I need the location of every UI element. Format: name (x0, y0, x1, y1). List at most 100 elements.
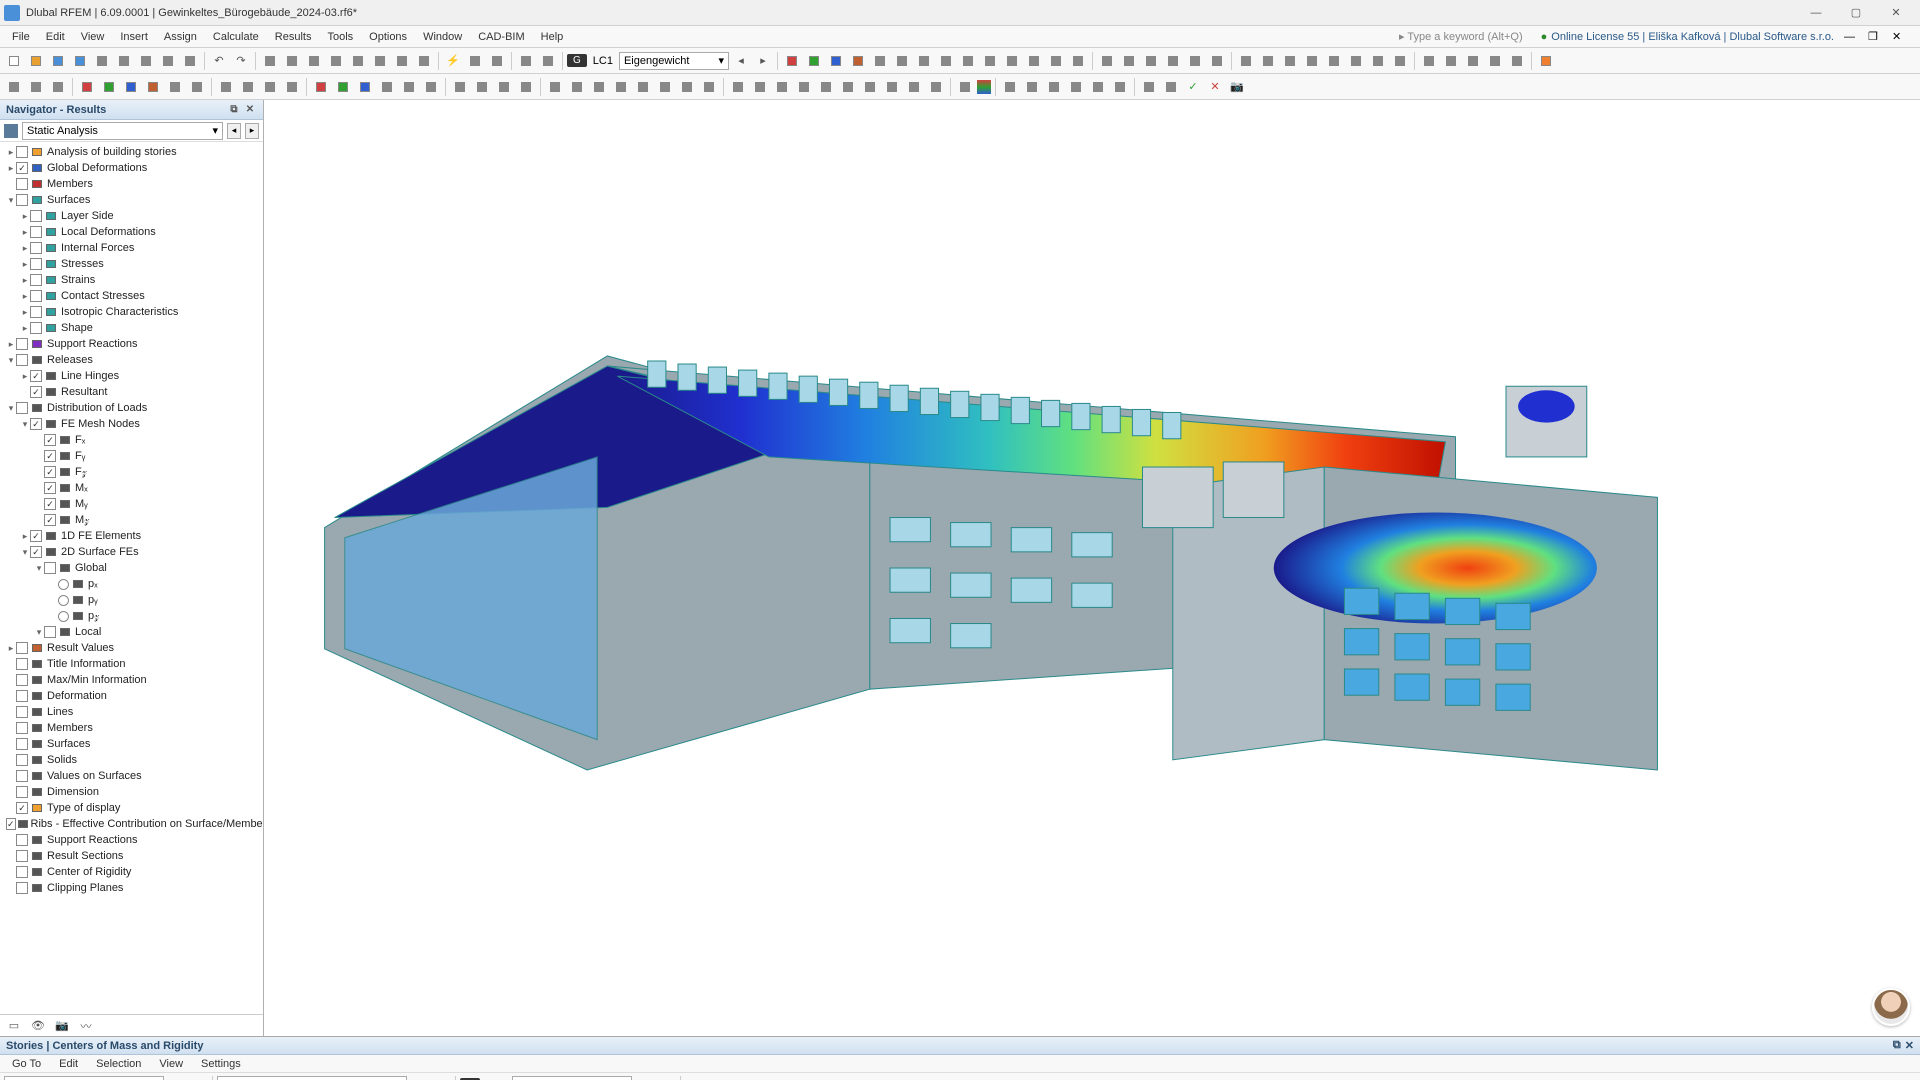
tree-item-15[interactable]: Resultant (0, 384, 263, 400)
tb1-file-6[interactable] (136, 51, 156, 71)
tree-item-19[interactable]: Fᵧ (0, 448, 263, 464)
doc-restore-button[interactable]: ❐ (1868, 30, 1892, 43)
tree-item-0[interactable]: ▸Analysis of building stories (0, 144, 263, 160)
tree-item-43[interactable]: Support Reactions (0, 832, 263, 848)
panel-tool-11[interactable] (927, 1075, 947, 1080)
tree-checkbox[interactable] (16, 338, 28, 350)
tb1-misc-3[interactable] (1485, 51, 1505, 71)
tb2-g-3[interactable] (794, 77, 814, 97)
tb1-file-2[interactable] (48, 51, 68, 71)
assistant-avatar[interactable] (1872, 988, 1910, 1026)
tree-checkbox[interactable] (16, 706, 28, 718)
tree-radio[interactable] (58, 611, 69, 622)
menu-help[interactable]: Help (533, 29, 572, 45)
tb1-file-3[interactable] (70, 51, 90, 71)
panel-tool-4[interactable] (773, 1075, 793, 1080)
tb1-load-6[interactable] (914, 51, 934, 71)
tb1-view-7[interactable] (414, 51, 434, 71)
tree-checkbox[interactable] (6, 818, 16, 830)
tb1-load-4[interactable] (870, 51, 890, 71)
tb2-g-8[interactable] (904, 77, 924, 97)
tree-item-35[interactable]: Lines (0, 704, 263, 720)
tree-item-4[interactable]: ▸Layer Side (0, 208, 263, 224)
tree-item-21[interactable]: Mₓ (0, 480, 263, 496)
tb1-sel-4[interactable] (1185, 51, 1205, 71)
tree-item-40[interactable]: Dimension (0, 784, 263, 800)
tree-checkbox[interactable] (30, 306, 42, 318)
tree-checkbox[interactable] (16, 178, 28, 190)
tree-checkbox[interactable] (16, 770, 28, 782)
tree-checkbox[interactable] (16, 674, 28, 686)
tb1-a[interactable] (516, 51, 536, 71)
tree-checkbox[interactable] (16, 850, 28, 862)
tb2-c-0[interactable] (216, 77, 236, 97)
minimize-button[interactable]: — (1796, 0, 1836, 26)
panel-tool-13[interactable] (971, 1075, 991, 1080)
tb1-file-1[interactable] (26, 51, 46, 71)
tree-checkbox[interactable] (30, 530, 42, 542)
tree-expander[interactable]: ▸ (6, 339, 16, 350)
tree-expander[interactable]: ▸ (20, 323, 30, 334)
tb1-file-8[interactable] (180, 51, 200, 71)
tree-expander[interactable]: ▸ (20, 259, 30, 270)
tree-checkbox[interactable] (16, 882, 28, 894)
tb2-f-0[interactable] (545, 77, 565, 97)
lc-next[interactable]: ▸ (753, 51, 773, 71)
tree-expander[interactable]: ▾ (34, 563, 44, 574)
tree-item-38[interactable]: Solids (0, 752, 263, 768)
tree-item-1[interactable]: ▸Global Deformations (0, 160, 263, 176)
tree-item-34[interactable]: Deformation (0, 688, 263, 704)
panel-next3[interactable]: ▸ (656, 1075, 676, 1080)
tb2-f-5[interactable] (655, 77, 675, 97)
tree-checkbox[interactable] (16, 722, 28, 734)
tree-item-46[interactable]: Clipping Planes (0, 880, 263, 896)
tree-checkbox[interactable] (30, 258, 42, 270)
tree-item-6[interactable]: ▸Internal Forces (0, 240, 263, 256)
tree-checkbox[interactable] (44, 434, 56, 446)
tree-expander[interactable]: ▸ (20, 371, 30, 382)
menu-edit[interactable]: Edit (38, 29, 73, 45)
tb1-b[interactable] (538, 51, 558, 71)
tb2-b-1[interactable] (99, 77, 119, 97)
tree-expander[interactable]: ▾ (20, 419, 30, 430)
tb2-b-5[interactable] (187, 77, 207, 97)
tb2-d-5[interactable] (421, 77, 441, 97)
panel-prev1[interactable]: ◂ (166, 1075, 186, 1080)
tb1-view-0[interactable] (260, 51, 280, 71)
tb1-view-3[interactable] (326, 51, 346, 71)
tb2-g-4[interactable] (816, 77, 836, 97)
tree-checkbox[interactable] (30, 418, 42, 430)
panel-next2[interactable]: ▸ (431, 1075, 451, 1080)
tb1-sel-1[interactable] (1119, 51, 1139, 71)
tree-item-27[interactable]: pₓ (0, 576, 263, 592)
tree-item-10[interactable]: ▸Isotropic Characteristics (0, 304, 263, 320)
panel-lc-combo[interactable]: Eigengewicht▾ (512, 1076, 632, 1080)
tree-checkbox[interactable] (16, 834, 28, 846)
tree-item-31[interactable]: ▸Result Values (0, 640, 263, 656)
tree-checkbox[interactable] (30, 386, 42, 398)
panel-menu-go-to[interactable]: Go To (4, 1057, 49, 1071)
tree-expander[interactable]: ▾ (6, 403, 16, 414)
panel-tool-1[interactable] (707, 1075, 727, 1080)
tree-item-32[interactable]: Title Information (0, 656, 263, 672)
tree-checkbox[interactable] (44, 498, 56, 510)
nav-prev-button[interactable]: ◂ (227, 123, 241, 139)
tree-expander[interactable]: ▸ (6, 643, 16, 654)
tb1-res-6[interactable] (1368, 51, 1388, 71)
tree-item-24[interactable]: ▸1D FE Elements (0, 528, 263, 544)
tree-checkbox[interactable] (44, 514, 56, 526)
tree-item-45[interactable]: Center of Rigidity (0, 864, 263, 880)
tb2-grad[interactable] (955, 77, 975, 97)
tb1-view-2[interactable] (304, 51, 324, 71)
tb2-g-6[interactable] (860, 77, 880, 97)
tree-checkbox[interactable] (16, 866, 28, 878)
undo-button[interactable]: ↶ (209, 51, 229, 71)
gradient-icon[interactable] (977, 80, 991, 94)
tb1-view-1[interactable] (282, 51, 302, 71)
tb1-load-9[interactable] (980, 51, 1000, 71)
tb2-f-4[interactable] (633, 77, 653, 97)
tb1-misc-1[interactable] (1441, 51, 1461, 71)
lc-prev[interactable]: ◂ (731, 51, 751, 71)
tree-item-33[interactable]: Max/Min Information (0, 672, 263, 688)
panel-tool-8[interactable] (861, 1075, 881, 1080)
